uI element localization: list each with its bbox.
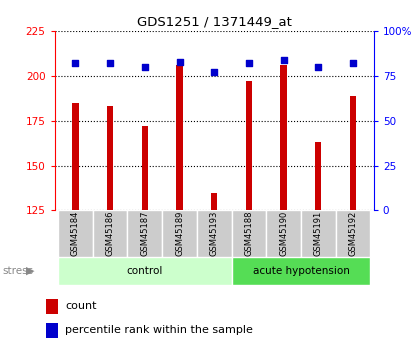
Bar bbox=[107, 106, 113, 210]
Text: GSM45191: GSM45191 bbox=[314, 211, 323, 256]
Text: GSM45192: GSM45192 bbox=[349, 211, 357, 256]
Point bbox=[72, 61, 79, 66]
Bar bbox=[197, 210, 231, 257]
Bar bbox=[266, 210, 301, 257]
Point bbox=[211, 70, 218, 75]
Text: stress: stress bbox=[2, 266, 33, 276]
Point bbox=[315, 64, 322, 70]
Bar bbox=[58, 257, 231, 285]
Bar bbox=[93, 210, 127, 257]
Point bbox=[176, 59, 183, 64]
Bar bbox=[142, 126, 148, 210]
Text: GSM45188: GSM45188 bbox=[244, 211, 253, 256]
Bar bbox=[315, 142, 321, 210]
Text: GSM45187: GSM45187 bbox=[140, 211, 149, 256]
Text: count: count bbox=[65, 301, 97, 311]
Point bbox=[142, 64, 148, 70]
Bar bbox=[58, 210, 93, 257]
Bar bbox=[301, 210, 336, 257]
Text: GSM45190: GSM45190 bbox=[279, 211, 288, 256]
Point bbox=[246, 61, 252, 66]
Text: GSM45186: GSM45186 bbox=[105, 211, 115, 256]
Point bbox=[349, 61, 356, 66]
Text: ▶: ▶ bbox=[26, 266, 34, 276]
Text: GSM45189: GSM45189 bbox=[175, 211, 184, 256]
Point bbox=[280, 57, 287, 62]
Bar bbox=[246, 81, 252, 210]
Bar bbox=[350, 96, 356, 210]
Bar bbox=[176, 65, 183, 210]
Bar bbox=[127, 210, 162, 257]
Text: GSM45184: GSM45184 bbox=[71, 211, 80, 256]
Point bbox=[107, 61, 113, 66]
Text: GSM45193: GSM45193 bbox=[210, 211, 219, 256]
Bar bbox=[46, 299, 58, 314]
Bar bbox=[162, 210, 197, 257]
Bar bbox=[281, 65, 287, 210]
Bar bbox=[231, 257, 370, 285]
Bar bbox=[72, 103, 79, 210]
Text: percentile rank within the sample: percentile rank within the sample bbox=[65, 325, 253, 335]
Text: acute hypotension: acute hypotension bbox=[252, 266, 349, 276]
Bar bbox=[336, 210, 370, 257]
Bar bbox=[46, 323, 58, 338]
Bar bbox=[211, 193, 217, 210]
Title: GDS1251 / 1371449_at: GDS1251 / 1371449_at bbox=[137, 16, 291, 29]
Text: control: control bbox=[126, 266, 163, 276]
Bar bbox=[231, 210, 266, 257]
